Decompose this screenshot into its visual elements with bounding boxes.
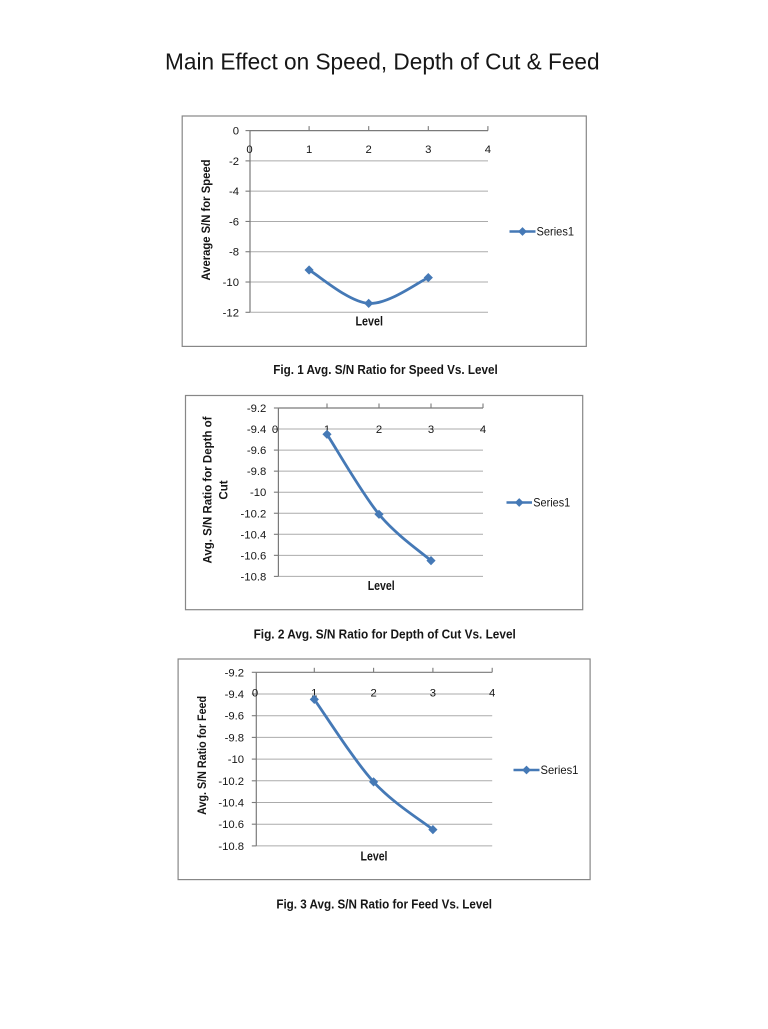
svg-text:-10.2: -10.2 [241, 508, 267, 520]
svg-text:Avg. S/N Ratio for Depth of: Avg. S/N Ratio for Depth of [201, 416, 214, 563]
svg-text:-10.8: -10.8 [218, 841, 244, 853]
svg-text:-10: -10 [223, 277, 239, 289]
svg-text:4: 4 [480, 424, 486, 436]
svg-text:-6: -6 [229, 216, 239, 228]
svg-text:Average S/N for Speed: Average S/N for Speed [200, 160, 213, 281]
svg-text:Fig. 1 Avg. S/N Ratio for Spee: Fig. 1 Avg. S/N Ratio for Speed Vs. Leve… [273, 363, 498, 377]
svg-text:-10: -10 [250, 487, 266, 499]
svg-text:0: 0 [233, 126, 239, 138]
svg-text:-10.4: -10.4 [218, 798, 244, 810]
svg-text:-10.6: -10.6 [241, 550, 267, 562]
svg-text:-9.6: -9.6 [225, 711, 244, 723]
svg-text:-9.2: -9.2 [225, 667, 244, 679]
svg-text:3: 3 [425, 144, 431, 156]
svg-text:-9.4: -9.4 [225, 689, 244, 701]
svg-text:0: 0 [252, 688, 258, 700]
svg-text:Fig. 2 Avg. S/N Ratio for Dept: Fig. 2 Avg. S/N Ratio for Depth of Cut V… [254, 627, 516, 641]
svg-text:Avg. S/N Ratio for Feed: Avg. S/N Ratio for Feed [196, 696, 209, 815]
svg-text:Main Effect on Speed, Depth of: Main Effect on Speed, Depth of Cut & Fee… [165, 48, 600, 74]
svg-text:3: 3 [428, 424, 434, 436]
svg-text:-8: -8 [229, 247, 239, 259]
svg-text:-10.4: -10.4 [241, 529, 267, 541]
svg-text:Level: Level [368, 578, 395, 593]
svg-text:4: 4 [489, 688, 495, 700]
svg-text:Fig. 3 Avg. S/N Ratio for Feed: Fig. 3 Avg. S/N Ratio for Feed Vs. Level [276, 898, 492, 912]
svg-text:-9.8: -9.8 [247, 466, 266, 478]
svg-text:2: 2 [376, 424, 382, 436]
svg-text:-9.8: -9.8 [225, 732, 244, 744]
svg-text:Cut: Cut [218, 480, 231, 499]
svg-text:Level: Level [361, 849, 388, 864]
svg-text:-10: -10 [228, 754, 244, 766]
svg-text:-12: -12 [223, 307, 239, 319]
svg-text:1: 1 [306, 144, 312, 156]
svg-text:0: 0 [272, 424, 278, 436]
svg-text:1: 1 [311, 688, 317, 700]
svg-text:-10.6: -10.6 [218, 819, 244, 831]
svg-text:Level: Level [355, 314, 383, 329]
svg-text:-10.2: -10.2 [218, 776, 244, 788]
svg-text:-4: -4 [229, 186, 239, 198]
svg-text:Series1: Series1 [541, 763, 579, 777]
svg-text:4: 4 [485, 144, 491, 156]
svg-text:2: 2 [370, 688, 376, 700]
svg-text:-10.8: -10.8 [241, 571, 267, 583]
svg-text:Series1: Series1 [537, 225, 575, 239]
svg-text:-9.2: -9.2 [247, 403, 266, 415]
svg-text:Series1: Series1 [533, 496, 570, 510]
svg-text:0: 0 [246, 144, 252, 156]
svg-text:2: 2 [366, 144, 372, 156]
svg-text:3: 3 [430, 688, 436, 700]
svg-text:-9.6: -9.6 [247, 445, 266, 457]
svg-text:-9.4: -9.4 [247, 424, 266, 436]
svg-text:-2: -2 [229, 156, 239, 168]
